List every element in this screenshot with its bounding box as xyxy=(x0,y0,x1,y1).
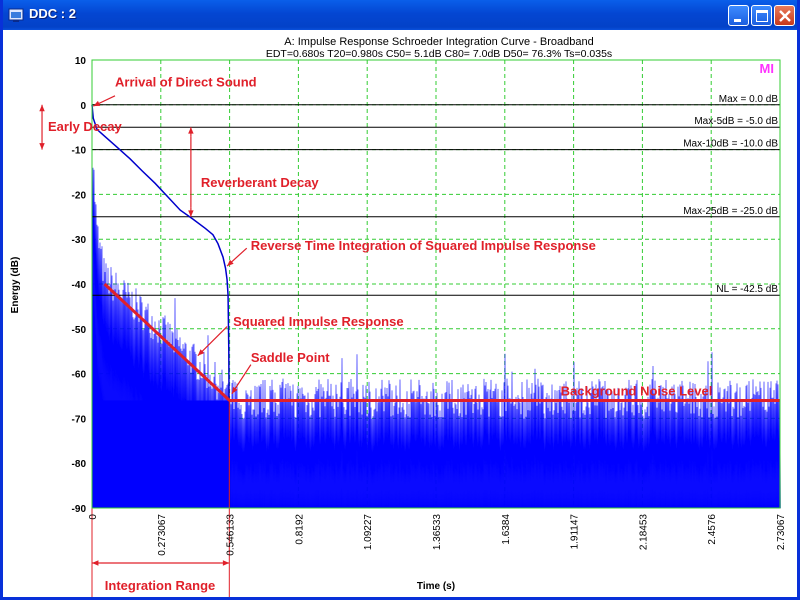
annotation-arrow-direct-sound-head xyxy=(93,100,101,107)
annotation-arrow-squared-impulse xyxy=(197,326,228,357)
maximize-button[interactable] xyxy=(751,5,772,26)
x-tick-label: 0.546133 xyxy=(226,514,237,556)
annotation-label: Arrival of Direct Sound xyxy=(115,74,257,89)
fit-line xyxy=(103,282,231,402)
y-tick-label: -50 xyxy=(72,325,87,336)
chart-svg: A: Impulse Response Schroeder Integratio… xyxy=(10,36,787,597)
x-tick-label: 0 xyxy=(88,514,99,520)
y-tick-label: -30 xyxy=(72,235,87,246)
x-tick-label: 1.6384 xyxy=(501,514,512,545)
x-tick-label: 0.273067 xyxy=(157,514,168,556)
annotation-label: Squared Impulse Response xyxy=(233,314,403,329)
close-button[interactable] xyxy=(774,5,795,26)
x-axis-label: Time (s) xyxy=(417,581,455,592)
annotation-arrow-squared-impulse-head xyxy=(197,349,205,356)
reference-line-label: Max = 0.0 dB xyxy=(719,94,779,105)
x-tick-label: 2.73067 xyxy=(776,514,787,551)
window-title: DDC : 2 xyxy=(29,6,76,21)
chart-area: A: Impulse Response Schroeder Integratio… xyxy=(3,30,797,597)
y-tick-label: -60 xyxy=(72,370,87,381)
annotation-arrow-reverse-integration-head xyxy=(227,259,234,267)
annotation-arrow-range-right-head xyxy=(222,560,230,566)
y-tick-label: -70 xyxy=(72,414,87,425)
x-tick-label: 0.8192 xyxy=(294,514,305,545)
annotation-arrow-early-decay-bottom-head xyxy=(39,143,45,150)
y-axis-label: Energy (dB) xyxy=(10,257,21,314)
minimize-icon xyxy=(734,19,741,22)
annotation-arrow-reverberant-top-head xyxy=(188,127,194,134)
impulse-response-floor xyxy=(92,400,230,508)
plot-frame xyxy=(91,59,781,509)
y-tick-label: -10 xyxy=(72,146,87,157)
chart-title: A: Impulse Response Schroeder Integratio… xyxy=(284,36,593,48)
annotation-label: Saddle Point xyxy=(251,350,330,365)
annotation-arrow-range-left-head xyxy=(92,560,99,566)
reference-line-label: NL = -42.5 dB xyxy=(716,284,778,295)
annotation-arrow-early-decay-top-head xyxy=(39,104,45,112)
annotation-label: Integration Range xyxy=(105,578,216,593)
y-tick-label: -80 xyxy=(72,459,87,470)
title-bar[interactable]: DDC : 2 xyxy=(3,0,797,30)
reference-line-label: Max-10dB = -10.0 dB xyxy=(683,139,778,150)
annotation-label: Early Decay xyxy=(48,119,122,134)
y-tick-label: 10 xyxy=(75,56,87,67)
y-tick-label: 0 xyxy=(80,101,86,112)
logo-text: MI xyxy=(760,61,774,76)
reference-line-label: Max-5dB = -5.0 dB xyxy=(694,116,778,127)
annotation-label: Reverberant Decay xyxy=(201,175,320,190)
minimize-button[interactable] xyxy=(728,5,749,26)
y-tick-label: -40 xyxy=(72,280,87,291)
annotation-label: Background Noise Level xyxy=(561,384,713,399)
x-tick-label: 1.36533 xyxy=(432,514,443,551)
x-tick-label: 1.09227 xyxy=(363,514,374,551)
schroeder-curve xyxy=(91,104,231,509)
y-tick-label: -90 xyxy=(72,504,87,515)
close-icon xyxy=(779,10,791,22)
annotation-arrow-reverberant-bottom-head xyxy=(188,210,194,217)
chart-subtitle: EDT=0.680s T20=0.980s C50= 5.1dB C80= 7.… xyxy=(266,48,612,60)
x-tick-label: 1.91147 xyxy=(570,514,581,550)
maximize-icon xyxy=(756,10,768,22)
annotation-arrow-saddle-point-head xyxy=(231,386,238,394)
y-tick-label: -20 xyxy=(72,190,87,201)
x-tick-label: 2.18453 xyxy=(638,514,649,551)
app-icon xyxy=(8,8,24,22)
reference-line-label: Max-25dB = -25.0 dB xyxy=(683,206,778,217)
annotation-label: Reverse Time Integration of Squared Impu… xyxy=(251,238,596,253)
x-tick-label: 2.4576 xyxy=(707,514,718,545)
